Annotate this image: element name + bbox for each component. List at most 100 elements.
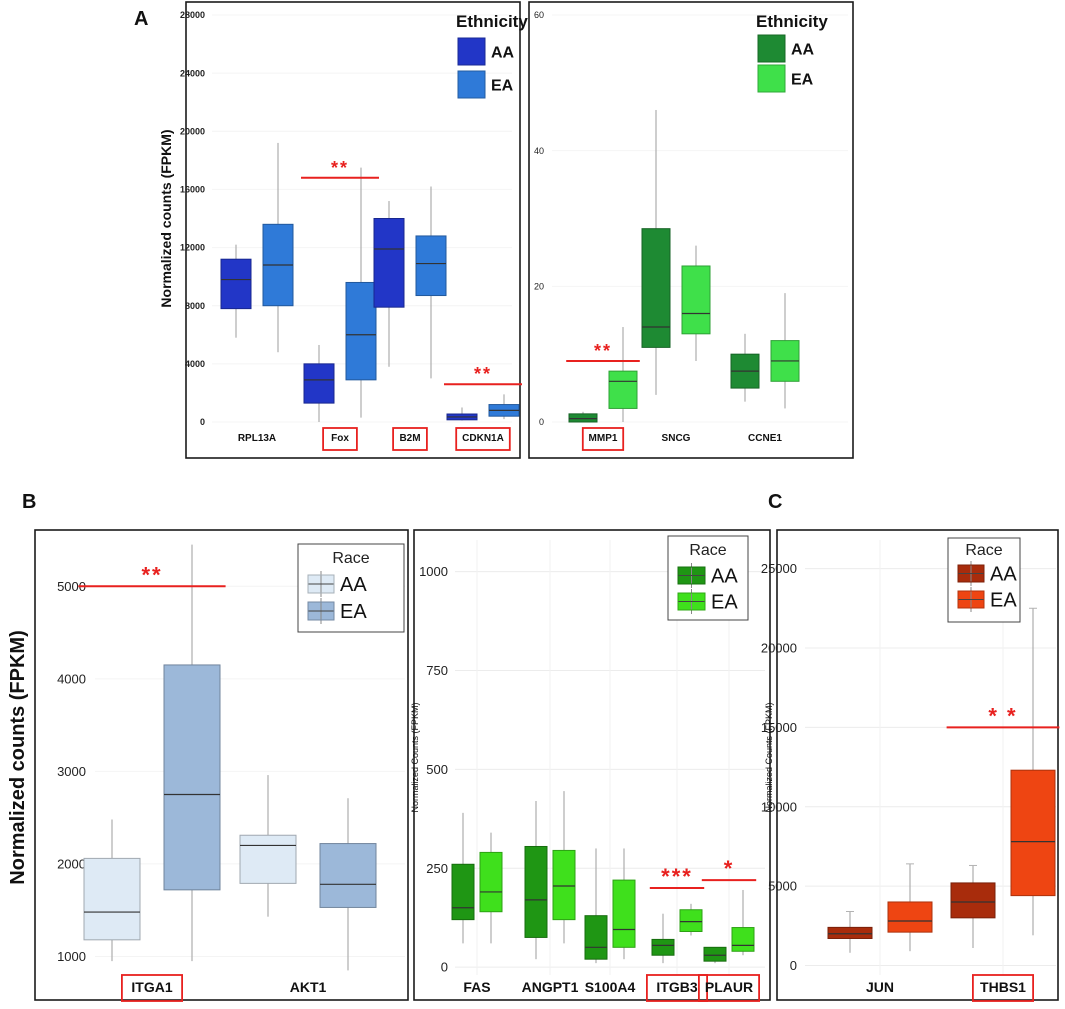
category-highlight-box	[455, 427, 511, 451]
box-iqr	[584, 915, 608, 960]
legend-key-outline	[677, 592, 706, 611]
chart-panel-b1: 1000 2000 3000 4000 5000 Normalized counts (F…	[7, 529, 409, 1002]
y-tick-label: 0	[441, 960, 448, 975]
y-tick-label: 20	[534, 281, 544, 291]
y-tick-label: 1000	[57, 949, 86, 964]
y-tick-label: 40	[534, 146, 544, 156]
category-label-cdkn1a: CDKN1A	[462, 433, 504, 444]
legend-key-outline	[957, 564, 985, 583]
box-s100a4-ea	[612, 848, 636, 960]
y-tick-label: 3000	[57, 764, 86, 779]
box-akt1-ea	[319, 798, 377, 971]
legend-key-outline	[307, 601, 335, 621]
legend-title: Race	[965, 542, 1002, 559]
category-label-plaur: PLAUR	[705, 979, 753, 995]
category-highlight-box	[646, 974, 709, 1002]
category-label-thbs1: THBS1	[980, 979, 1026, 995]
category-label-b2m: B2M	[399, 433, 420, 444]
box-ccne1-ea	[770, 293, 800, 409]
legend-label-ea: EA	[340, 601, 367, 623]
chart-panel-b2: 0 250 500 750 1000 Normalized Counts (FPKM) FA…	[410, 529, 771, 1002]
box-iqr	[568, 413, 598, 423]
box-ccne1-aa	[730, 333, 760, 402]
legend-label-ea: EA	[791, 71, 814, 88]
charts-layer: 0400080001200016000200002400028000Normal…	[7, 1, 1060, 1002]
category-label-fas: FAS	[463, 979, 490, 995]
y-tick-label: 24000	[180, 68, 205, 78]
legend: Race AA EA	[667, 535, 749, 621]
legend-label-aa: AA	[711, 566, 738, 588]
legend-label-ea: EA	[711, 592, 738, 614]
y-tick-label: 0	[200, 417, 205, 427]
legend-label-aa: AA	[791, 41, 815, 58]
category-label-rpl13a: RPL13A	[238, 433, 276, 444]
box-jun-aa	[827, 910, 873, 953]
legend-title: Ethnicity	[456, 12, 528, 31]
category-label-sncg: SNCG	[662, 433, 691, 444]
y-tick-label: 0	[539, 417, 544, 427]
category-highlight-box	[698, 974, 761, 1002]
box-fox-aa	[303, 344, 335, 422]
panel-label-c: C	[768, 491, 782, 513]
significance-label: ***	[661, 864, 693, 889]
box-iqr	[679, 909, 703, 932]
y-tick-label: 750	[426, 663, 448, 678]
legend-key-outline	[957, 590, 985, 609]
box-iqr	[651, 938, 675, 956]
y-axis-label: Normalized counts (FPKM)	[7, 630, 29, 884]
legend: Ethnicity AA EA	[456, 12, 528, 99]
box-rpl13a-aa	[220, 244, 252, 338]
box-iqr	[303, 363, 335, 404]
box-rpl13a-ea	[262, 142, 294, 353]
y-tick-label: 15000	[761, 720, 797, 735]
box-itga1-aa	[83, 819, 141, 962]
box-iqr	[608, 370, 638, 409]
box-fox-ea	[345, 167, 377, 418]
y-tick-label: 0	[790, 958, 797, 973]
significance-label: **	[331, 158, 349, 178]
box-itga1-ea	[163, 544, 221, 962]
y-tick-label: 8000	[185, 301, 205, 311]
y-tick-label: 5000	[57, 579, 86, 594]
box-iqr	[887, 901, 933, 933]
category-label-mmp1: MMP1	[589, 433, 618, 444]
box-itgb3-aa	[651, 913, 675, 964]
panel-frame	[776, 529, 1059, 1001]
y-tick-label: 10000	[761, 799, 797, 814]
box-iqr	[681, 265, 711, 335]
box-cdkn1a-aa	[446, 407, 478, 421]
panel-frame	[34, 529, 409, 1001]
category-label-fox: Fox	[331, 433, 349, 444]
box-iqr	[479, 851, 503, 913]
category-highlight-box	[322, 427, 358, 451]
panel-frame	[185, 1, 521, 459]
panel-frame	[528, 1, 854, 459]
y-axis-label: Normalized Counts (FPKM)	[410, 702, 420, 812]
box-iqr	[612, 879, 636, 948]
box-angpt1-aa	[524, 801, 548, 960]
legend-label-aa: AA	[990, 564, 1017, 586]
box-fas-ea	[479, 832, 503, 944]
category-highlight-box	[121, 974, 184, 1002]
legend-label-aa: AA	[491, 44, 515, 61]
legend-swatch-ea	[457, 70, 486, 99]
box-iqr	[239, 834, 297, 884]
category-label-angpt1: ANGPT1	[522, 979, 579, 995]
legend: Race AA EA	[947, 537, 1021, 623]
y-tick-label: 5000	[768, 879, 797, 894]
box-akt1-aa	[239, 775, 297, 917]
y-tick-label: 4000	[57, 671, 86, 686]
y-axis-label: Normalized Counts (FPKM)	[764, 702, 774, 812]
significance-label: * *	[988, 703, 1017, 728]
chart-panel-a1: 0 4000 8000 12000 16000 20000 24000 28000 Normal…	[158, 1, 528, 459]
significance-label: **	[141, 562, 162, 587]
box-iqr	[163, 664, 221, 891]
box-jun-ea	[887, 863, 933, 952]
panel-label-a: A	[134, 8, 148, 30]
box-iqr	[827, 926, 873, 939]
category-label-s100a4: S100A4	[585, 979, 636, 995]
legend-label-ea: EA	[491, 77, 514, 94]
y-tick-label: 2000	[57, 856, 86, 871]
box-plaur-ea	[731, 889, 755, 956]
box-itgb3-ea	[679, 903, 703, 936]
